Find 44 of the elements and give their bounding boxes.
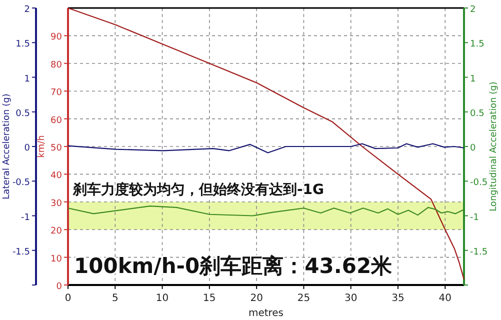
y-tick-label: 20 bbox=[50, 226, 62, 237]
y2-tick-label: 0 bbox=[470, 144, 476, 154]
y2-axis-title: Longitudinal Acceleration (g) bbox=[489, 82, 499, 212]
y-tick-label: 70 bbox=[50, 88, 62, 98]
annotation: 100km/h-0刹车距离：43.62米 bbox=[74, 254, 394, 278]
annotation: 刹车力度较为均匀，但始终没有达到-1G bbox=[72, 181, 324, 198]
y2-tick-label: -1 bbox=[470, 212, 479, 223]
y2-tick-label: -1.5 bbox=[470, 247, 488, 258]
x-tick-label: 10 bbox=[156, 293, 169, 304]
x-tick-label: 25 bbox=[297, 293, 310, 304]
x-tick-label: 0 bbox=[64, 293, 72, 304]
y3-tick-label: 1 bbox=[24, 74, 30, 84]
x-axis-title: metres bbox=[248, 308, 284, 319]
x-tick-label: 30 bbox=[344, 293, 358, 304]
y2-tick-label: 2 bbox=[470, 5, 476, 15]
y3-tick-label: 1.5 bbox=[16, 40, 30, 50]
y-tick-label: 80 bbox=[50, 60, 62, 70]
y-tick-label: 10 bbox=[50, 254, 62, 264]
line-series bbox=[67, 143, 465, 154]
x-tick-label: 15 bbox=[203, 293, 216, 304]
line-series bbox=[67, 206, 465, 216]
y2-tick-label: -0.5 bbox=[470, 178, 488, 188]
y2-tick-label: 1 bbox=[470, 74, 476, 84]
x-tick-label: 5 bbox=[112, 293, 118, 304]
y2-tick-label: 1.5 bbox=[470, 40, 484, 50]
y-axis-title: km/h bbox=[37, 135, 47, 158]
x-tick-label: 20 bbox=[250, 293, 263, 304]
y3-tick-label: 2 bbox=[24, 5, 30, 15]
y3-tick-label: -0.5 bbox=[12, 178, 30, 188]
y3-tick-label: -1.5 bbox=[12, 247, 30, 258]
y3-axis-title: Lateral Acceleration (g) bbox=[2, 94, 12, 200]
x-tick-label: 35 bbox=[392, 293, 404, 304]
y-tick-label: 0 bbox=[56, 282, 62, 292]
y-tick-label: 60 bbox=[50, 116, 62, 126]
line-series bbox=[67, 7, 465, 280]
y3-tick-label: 0 bbox=[24, 144, 30, 154]
y-tick-label: 50 bbox=[50, 144, 62, 154]
y-tick-label: 90 bbox=[50, 32, 62, 43]
y3-tick-label: -1 bbox=[21, 212, 30, 223]
y-tick-label: 30 bbox=[50, 198, 62, 209]
y3-tick-label: 0.5 bbox=[16, 108, 30, 119]
y2-tick-label: 0.5 bbox=[470, 108, 484, 119]
y-tick-label: 40 bbox=[50, 171, 62, 182]
x-tick-label: 40 bbox=[438, 293, 452, 304]
